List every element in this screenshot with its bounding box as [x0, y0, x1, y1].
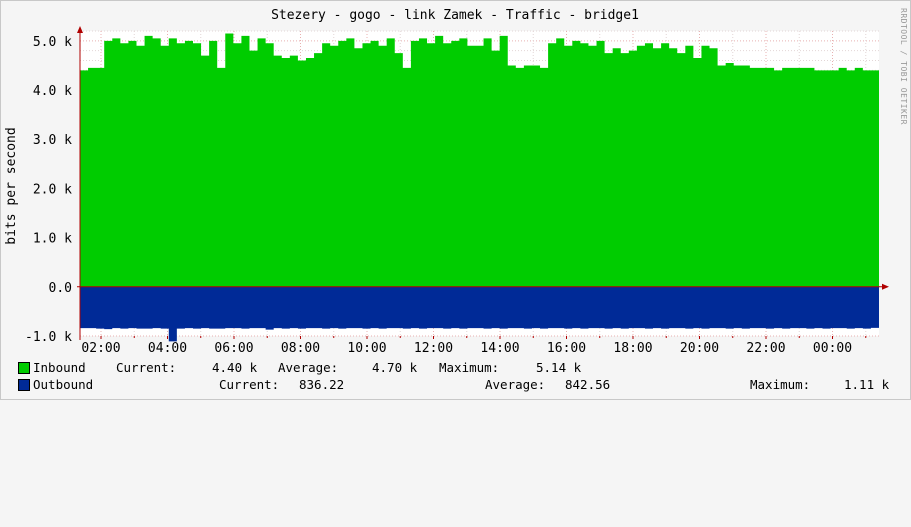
x-tick-label: 16:00	[547, 341, 586, 356]
inbound-maximum-value: 5.14 k	[536, 360, 582, 375]
y-axis-label: bits per second	[4, 127, 19, 244]
legend-row-inbound: Inbound Current: 4.40 k Average: 4.70 k …	[18, 360, 581, 375]
series-area-outbound	[80, 286, 879, 342]
y-tick-label: 0.0	[49, 281, 72, 296]
x-tick-label: 18:00	[613, 341, 652, 356]
outbound-name: Outbound	[33, 377, 94, 392]
watermark: RRDTOOL / TOBI OETIKER	[899, 8, 908, 125]
inbound-current-value: 4.40 k	[212, 360, 258, 375]
inbound-average-value: 4.70 k	[372, 360, 418, 375]
x-tick-label: 04:00	[148, 341, 187, 356]
x-tick-label: 08:00	[281, 341, 320, 356]
chart-title: Stezery - gogo - link Zamek - Traffic - …	[271, 8, 639, 23]
outbound-maximum-value: 1.11 k	[844, 377, 890, 392]
x-tick-label: 10:00	[347, 341, 386, 356]
x-tick-labels: 02:00 04:00 06:00 08:00 10:00 12:00 14:00 16:00…	[81, 341, 852, 356]
y-tick-label: 1.0 k	[33, 232, 72, 247]
inbound-name: Inbound	[33, 360, 86, 375]
y-tick-label: 4.0 k	[33, 84, 72, 99]
outbound-current-value: 836.22	[299, 377, 345, 392]
y-tick-label: -1.0 k	[25, 330, 72, 345]
outbound-maximum-label: Maximum:	[750, 377, 811, 392]
y-tick-labels: -1.0 k 0.0 1.0 k 2.0 k 3.0 k 4.0 k 5.0 k	[25, 35, 72, 345]
x-tick-label: 20:00	[680, 341, 719, 356]
x-axis-arrow	[882, 283, 889, 290]
outbound-current-label: Current:	[219, 377, 280, 392]
outbound-average-label: Average:	[485, 377, 546, 392]
x-tick-label: 22:00	[746, 341, 785, 356]
axes	[77, 26, 889, 340]
inbound-swatch	[18, 362, 30, 374]
outbound-swatch	[18, 379, 30, 391]
x-tick-label: 00:00	[813, 341, 852, 356]
x-tick-label: 12:00	[414, 341, 453, 356]
inbound-maximum-label: Maximum:	[439, 360, 500, 375]
legend-row-outbound: Outbound Current: 836.22 Average: 842.56…	[18, 377, 889, 392]
y-tick-label: 2.0 k	[33, 182, 72, 197]
y-tick-label: 3.0 k	[33, 133, 72, 148]
graph-canvas: Stezery - gogo - link Zamek - Traffic - …	[0, 0, 911, 400]
outbound-average-value: 842.56	[565, 377, 611, 392]
x-tick-label: 14:00	[480, 341, 519, 356]
y-tick-label: 5.0 k	[33, 35, 72, 50]
x-tick-label: 06:00	[214, 341, 253, 356]
x-tick-label: 02:00	[81, 341, 120, 356]
traffic-chart: Stezery - gogo - link Zamek - Traffic - …	[4, 8, 908, 356]
series-areas	[80, 33, 879, 342]
y-axis-arrow	[77, 26, 83, 33]
inbound-current-label: Current:	[116, 360, 177, 375]
series-area-inbound	[80, 33, 879, 287]
inbound-average-label: Average:	[278, 360, 339, 375]
